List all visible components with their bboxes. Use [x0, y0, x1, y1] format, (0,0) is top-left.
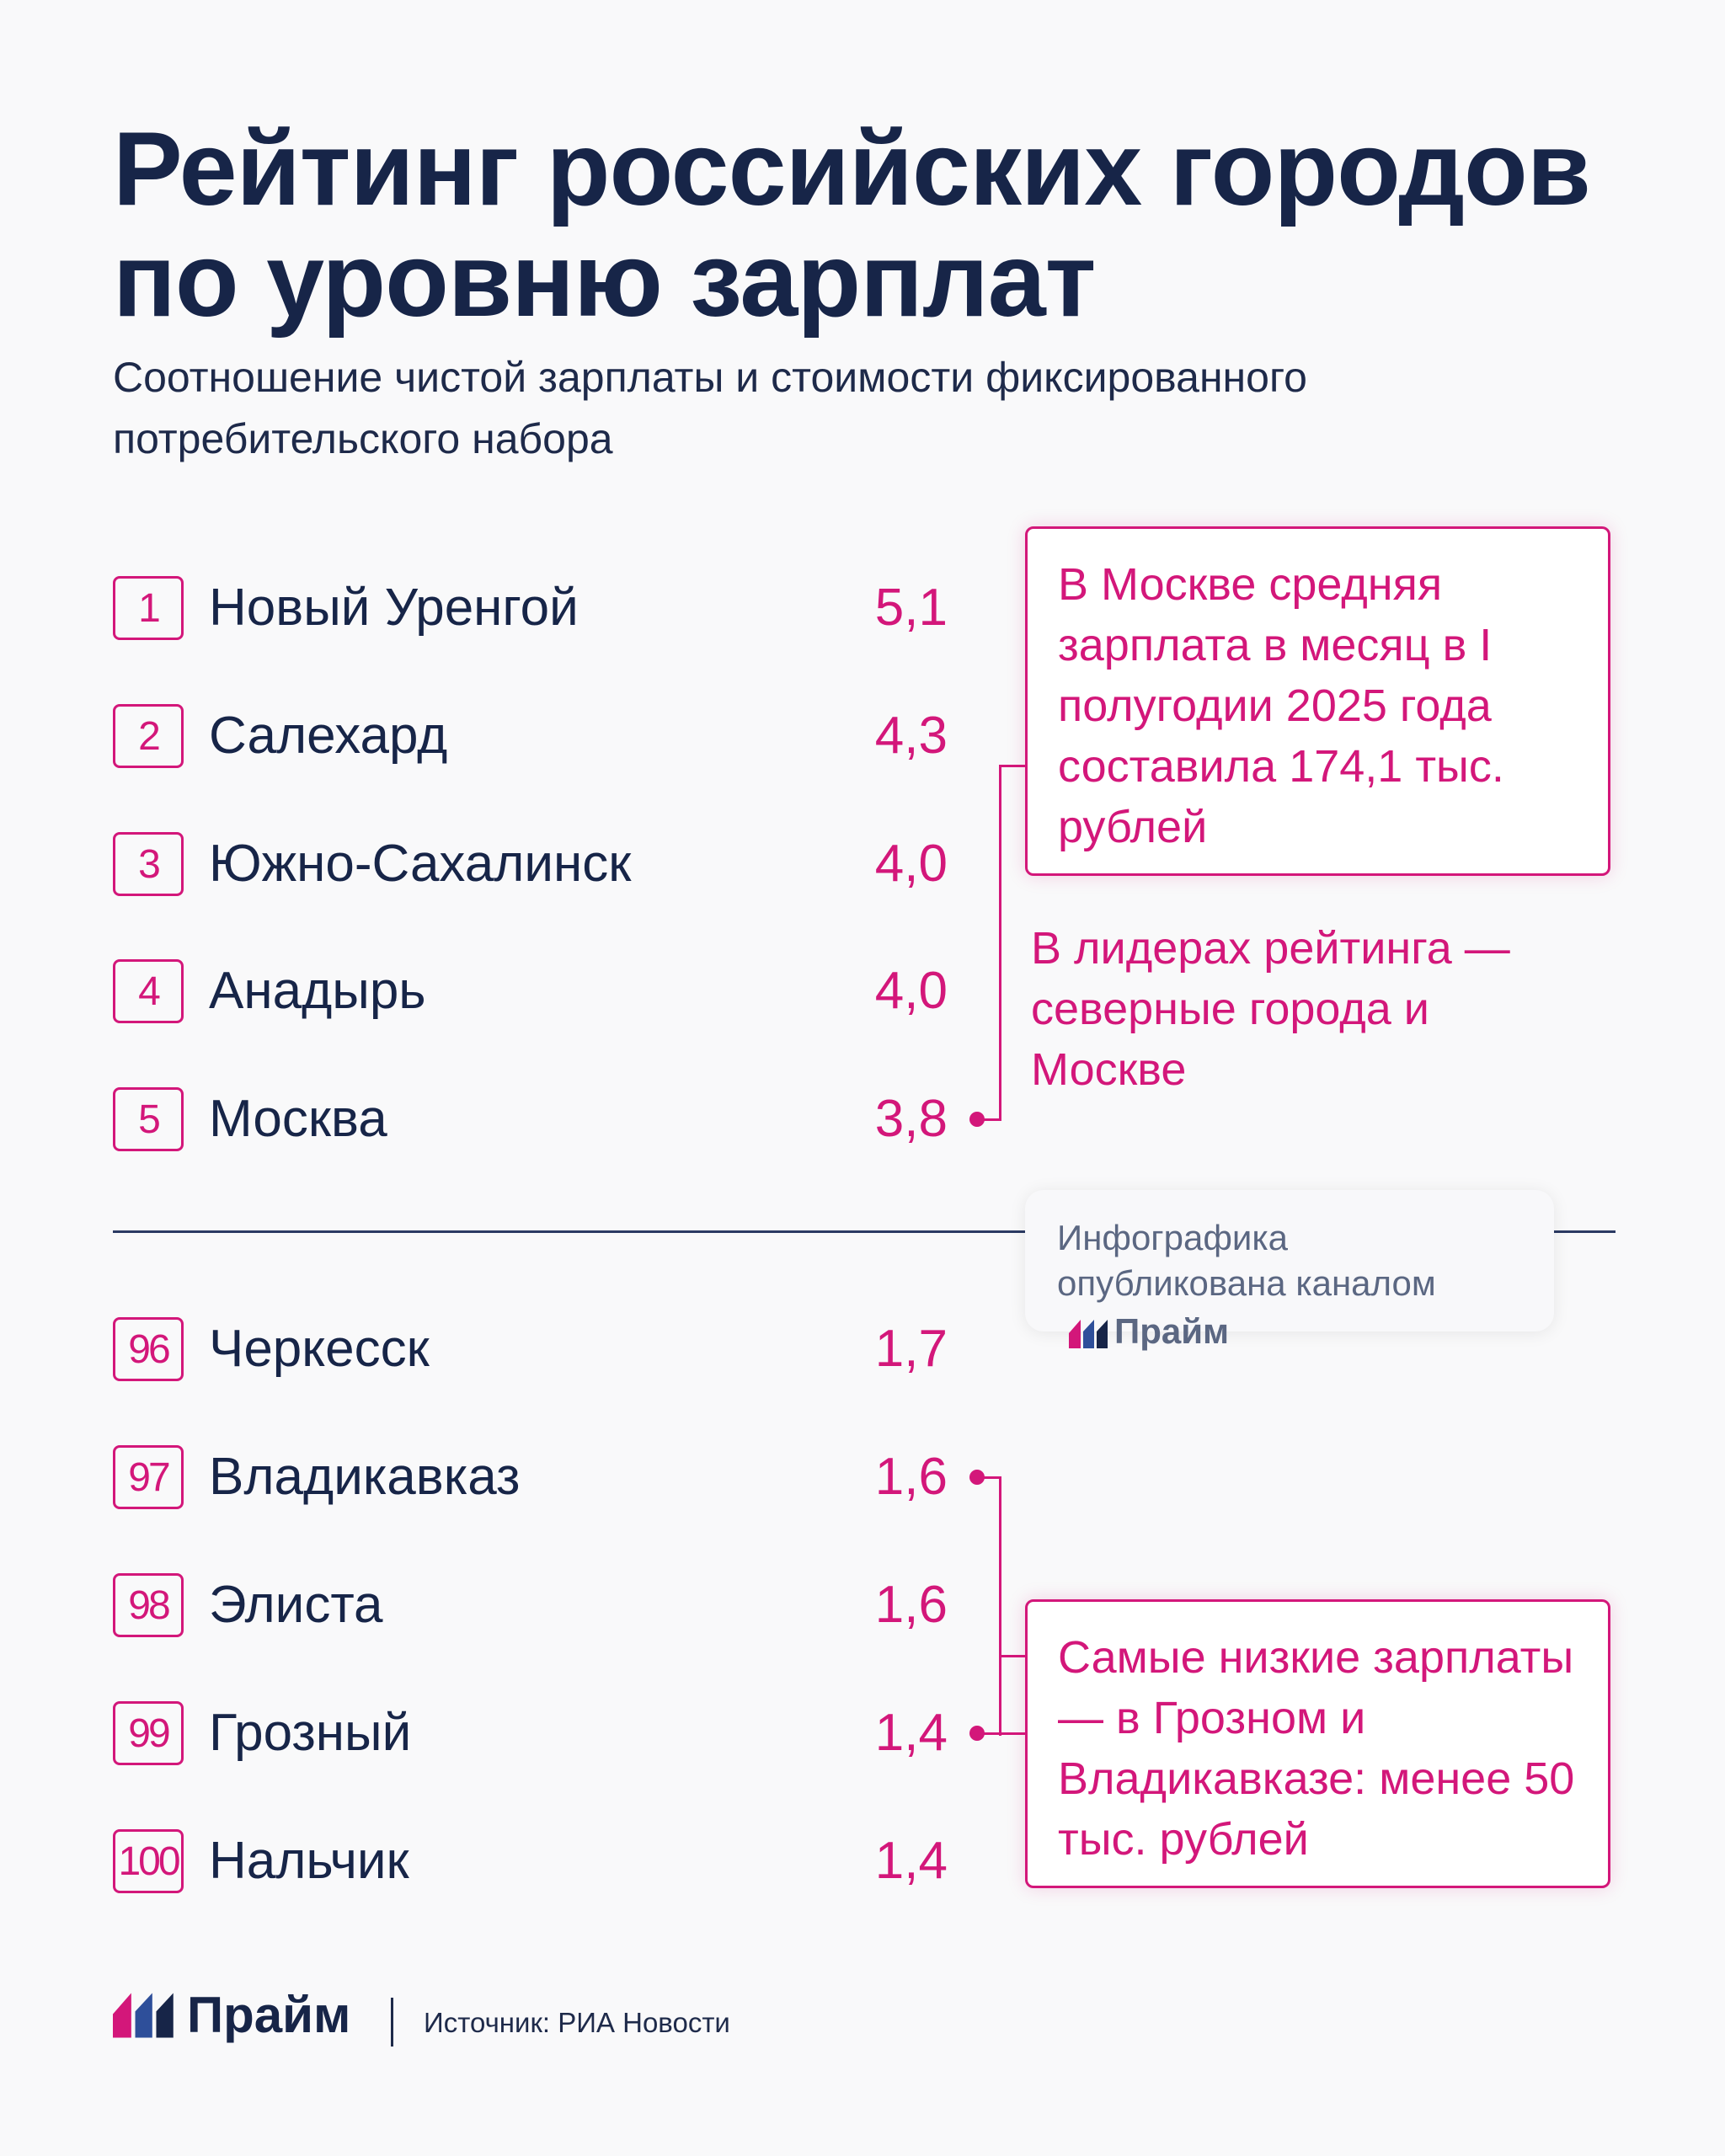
prime-logo-icon [1069, 1319, 1108, 1348]
city-name: Черкесск [209, 1320, 430, 1378]
ratio-value: 4,3 [874, 707, 948, 765]
connector-line [979, 1732, 1026, 1735]
rank-badge: 2 [113, 704, 184, 768]
city-name: Элиста [209, 1576, 383, 1634]
footer-brand: Прайм [187, 1987, 351, 2043]
ranking-row: 99 Грозный 1,4 [113, 1701, 955, 1765]
footer-separator [391, 1998, 393, 2047]
ratio-value: 4,0 [874, 962, 948, 1020]
divider [113, 1230, 1616, 1233]
ranking-row: 5 Москва 3,8 [113, 1087, 955, 1151]
footer-logo: Прайм [113, 1987, 351, 2043]
ratio-value: 5,1 [874, 579, 948, 637]
connector-dot [969, 1726, 985, 1741]
ranking-row: 98 Элиста 1,6 [113, 1573, 955, 1637]
city-name: Нальчик [209, 1832, 409, 1890]
rank-badge: 5 [113, 1087, 184, 1151]
ratio-value: 1,4 [874, 1704, 948, 1762]
prime-logo-icon [113, 1993, 174, 2038]
ranking-row: 100 Нальчик 1,4 [113, 1829, 955, 1893]
connector-line [979, 1118, 1001, 1121]
moscow-callout: В Москве средняя зарплата в месяц в I по… [1025, 526, 1610, 876]
rank-badge: 4 [113, 959, 184, 1023]
badge-text: Инфографика опубликована каналом [1057, 1218, 1436, 1303]
ranking-row: 97 Владикавказ 1,6 [113, 1445, 955, 1509]
rank-badge: 97 [113, 1445, 184, 1509]
ratio-value: 4,0 [874, 835, 948, 893]
connector-line [999, 1655, 1026, 1657]
ratio-value: 1,6 [874, 1576, 948, 1634]
ranking-row: 4 Анадырь 4,0 [113, 959, 955, 1023]
city-name: Грозный [209, 1704, 412, 1762]
lowest-callout: Самые низкие зарплаты — в Грозном и Влад… [1025, 1599, 1610, 1888]
ratio-value: 1,6 [874, 1448, 948, 1506]
connector-line [999, 1476, 1001, 1736]
rank-badge: 100 [113, 1829, 184, 1893]
ratio-value: 1,7 [874, 1320, 948, 1378]
rank-badge: 96 [113, 1317, 184, 1381]
city-name: Владикавказ [209, 1448, 521, 1506]
ratio-value: 1,4 [874, 1832, 948, 1890]
page-subtitle: Соотношение чистой зарплаты и стоимости … [113, 354, 1307, 462]
leaders-note: В лидерах рейтинга — северные города и М… [1031, 923, 1510, 1095]
city-name: Новый Уренгой [209, 579, 579, 637]
published-badge: Инфографика опубликована каналом Прайм [1025, 1190, 1554, 1348]
ranking-row: 1 Новый Уренгой 5,1 [113, 576, 955, 640]
city-name: Анадырь [209, 962, 426, 1020]
badge-brand: Прайм [1114, 1310, 1230, 1351]
connector-line [999, 765, 1001, 1121]
ranking-row: 96 Черкесск 1,7 [113, 1317, 955, 1381]
rank-badge: 99 [113, 1701, 184, 1765]
connector-line [979, 1476, 1001, 1479]
connector-line [999, 765, 1026, 767]
rank-badge: 1 [113, 576, 184, 640]
city-name: Салехард [209, 707, 448, 765]
connector-dot [969, 1470, 985, 1485]
rank-badge: 3 [113, 832, 184, 896]
source-text: Источник: РИА Новости [424, 2007, 730, 2038]
ratio-value: 3,8 [874, 1090, 948, 1148]
page-title: Рейтинг российских городов по уровню зар… [113, 111, 1591, 339]
ranking-row: 2 Салехард 4,3 [113, 704, 955, 768]
ranking-row: 3 Южно-Сахалинск 4,0 [113, 832, 955, 896]
connector-dot [969, 1112, 985, 1127]
prime-logo: Прайм [1069, 1310, 1230, 1351]
city-name: Москва [209, 1090, 387, 1148]
rank-badge: 98 [113, 1573, 184, 1637]
city-name: Южно-Сахалинск [209, 835, 632, 893]
